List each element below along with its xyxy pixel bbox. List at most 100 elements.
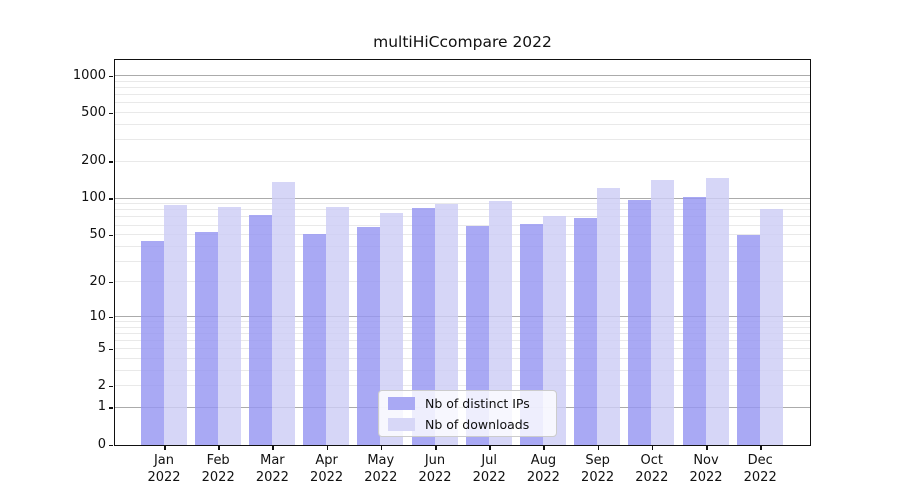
bar-downloads-sep — [597, 187, 621, 445]
x-tick-dec — [760, 446, 762, 450]
gridline-minor-20 — [115, 281, 810, 283]
x-tick-jun — [435, 446, 437, 450]
x-tick-label-oct: Oct 2022 — [620, 452, 684, 486]
gridline-minor-9 — [115, 321, 810, 323]
bar-distinct-ips-sep — [574, 218, 598, 445]
x-tick-apr — [326, 446, 329, 450]
gridline-major-10 — [115, 316, 810, 317]
x-tick-label-nov: Nov 2022 — [674, 452, 738, 486]
x-tick-label-mar: Mar 2022 — [240, 452, 304, 486]
x-tick-month: Dec — [747, 453, 773, 468]
x-tick-month: Jan — [153, 453, 175, 468]
gridline-minor-2 — [115, 385, 810, 387]
y-tick-100 — [109, 198, 113, 200]
bar-distinct-ips-dec — [736, 235, 760, 445]
bar-downloads-jun — [434, 203, 458, 445]
bar-downloads-mar — [271, 181, 295, 445]
y-tick-label-5: 5 — [97, 340, 106, 356]
y-tick-label-1000: 1000 — [72, 67, 106, 83]
x-tick-nov — [706, 446, 708, 450]
gridline-minor-200 — [115, 160, 810, 162]
y-tick-label-2: 2 — [97, 377, 106, 393]
x-tick-year: 2022 — [526, 470, 560, 485]
gridline-minor-80 — [115, 209, 810, 211]
x-tick-month: Sep — [585, 453, 610, 468]
gridline-minor-40 — [115, 245, 810, 247]
y-tick-label-200: 200 — [81, 153, 106, 169]
gridline-minor-900 — [115, 80, 810, 82]
x-tick-label-sep: Sep 2022 — [566, 452, 630, 486]
legend: Nb of distinct IPs Nb of downloads — [378, 390, 557, 437]
legend-label-distinct-ips: Nb of distinct IPs — [425, 395, 530, 411]
gridline-minor-800 — [115, 87, 810, 89]
bar-distinct-ips-jan — [140, 240, 164, 445]
y-tick-label-10: 10 — [89, 308, 106, 324]
gridline-major-1000 — [115, 75, 810, 77]
y-tick-0 — [109, 444, 113, 446]
gridline-minor-60 — [115, 224, 810, 226]
x-tick-label-dec: Dec 2022 — [728, 452, 792, 486]
bar-distinct-ips-aug — [519, 223, 543, 445]
gridline-minor-3 — [115, 369, 810, 371]
gridline-minor-600 — [115, 102, 810, 104]
gridline-minor-7 — [115, 332, 810, 334]
legend-swatch-downloads — [388, 417, 415, 431]
x-tick-year: 2022 — [635, 470, 669, 485]
legend-item-distinct-ips: Nb of distinct IPs — [388, 396, 547, 411]
gridline-minor-8 — [115, 326, 810, 328]
y-tick-20 — [109, 281, 113, 284]
legend-label-downloads: Nb of downloads — [425, 416, 530, 432]
y-tick-label-50: 50 — [89, 226, 106, 242]
x-tick-year: 2022 — [310, 470, 344, 485]
bar-distinct-ips-oct — [628, 200, 652, 445]
gridline-minor-300 — [115, 139, 810, 141]
x-tick-month: Feb — [206, 453, 230, 468]
y-tick-5 — [109, 348, 113, 351]
x-tick-year: 2022 — [743, 470, 777, 485]
x-tick-label-jul: Jul 2022 — [457, 452, 521, 486]
y-tick-500 — [109, 112, 113, 115]
bar-downloads-jan — [163, 204, 187, 445]
x-tick-may — [380, 446, 383, 450]
x-tick-sep — [597, 446, 600, 450]
legend-item-downloads: Nb of downloads — [388, 417, 547, 432]
x-tick-month: May — [367, 453, 395, 468]
bar-downloads-oct — [651, 180, 675, 445]
x-tick-label-feb: Feb 2022 — [186, 452, 250, 486]
x-tick-mar — [272, 446, 274, 450]
x-tick-year: 2022 — [689, 470, 723, 485]
legend-swatch-distinct-ips — [388, 396, 415, 410]
x-tick-year: 2022 — [472, 470, 506, 485]
x-tick-year: 2022 — [364, 470, 398, 485]
x-tick-feb — [218, 446, 220, 450]
bar-downloads-apr — [326, 206, 350, 445]
chart-title: multiHiCcompare 2022 — [373, 33, 552, 51]
y-tick-label-0: 0 — [97, 436, 106, 452]
x-tick-year: 2022 — [581, 470, 615, 485]
gridline-minor-4 — [115, 358, 810, 360]
y-tick-10 — [109, 316, 113, 318]
x-tick-label-may: May 2022 — [349, 452, 413, 486]
x-tick-month: Aug — [530, 453, 557, 468]
x-tick-aug — [543, 446, 545, 450]
gridline-minor-500 — [115, 112, 810, 114]
x-tick-month: Nov — [693, 453, 719, 468]
y-tick-200 — [109, 161, 113, 163]
x-tick-year: 2022 — [201, 470, 235, 485]
gridline-minor-700 — [115, 94, 810, 96]
bar-downloads-feb — [217, 207, 241, 445]
x-tick-month: Jun — [424, 453, 446, 468]
bar-downloads-jul — [488, 201, 512, 445]
bar-downloads-may — [380, 213, 404, 445]
gridline-major-100 — [115, 197, 810, 199]
x-tick-year: 2022 — [418, 470, 452, 485]
gridline-minor-5 — [115, 348, 810, 350]
y-tick-2 — [109, 385, 113, 388]
x-tick-year: 2022 — [255, 470, 289, 485]
gridline-minor-400 — [115, 124, 810, 126]
gridline-minor-30 — [115, 260, 810, 262]
x-tick-month: Apr — [315, 453, 338, 468]
gridline-minor-50 — [115, 234, 810, 236]
bar-distinct-ips-nov — [682, 197, 706, 445]
